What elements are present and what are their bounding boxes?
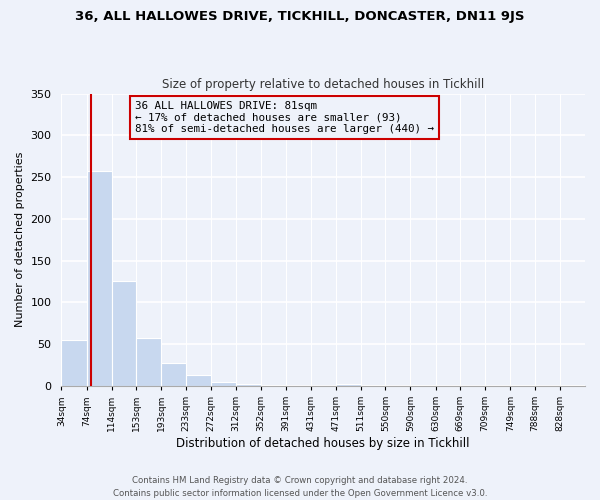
Y-axis label: Number of detached properties: Number of detached properties xyxy=(15,152,25,328)
Bar xyxy=(211,382,236,386)
Bar xyxy=(560,385,585,386)
Bar xyxy=(361,385,385,386)
Text: Contains HM Land Registry data © Crown copyright and database right 2024.
Contai: Contains HM Land Registry data © Crown c… xyxy=(113,476,487,498)
Bar xyxy=(336,384,361,386)
Bar xyxy=(61,340,86,386)
Text: 36, ALL HALLOWES DRIVE, TICKHILL, DONCASTER, DN11 9JS: 36, ALL HALLOWES DRIVE, TICKHILL, DONCAS… xyxy=(75,10,525,23)
Text: 36 ALL HALLOWES DRIVE: 81sqm
← 17% of detached houses are smaller (93)
81% of se: 36 ALL HALLOWES DRIVE: 81sqm ← 17% of de… xyxy=(135,101,434,134)
Bar xyxy=(187,375,211,386)
Bar xyxy=(261,385,286,386)
Bar xyxy=(410,385,436,386)
Bar xyxy=(236,384,261,386)
Title: Size of property relative to detached houses in Tickhill: Size of property relative to detached ho… xyxy=(162,78,484,91)
Bar xyxy=(86,172,112,386)
Bar xyxy=(161,364,187,386)
Bar xyxy=(112,280,136,386)
X-axis label: Distribution of detached houses by size in Tickhill: Distribution of detached houses by size … xyxy=(176,437,470,450)
Bar xyxy=(136,338,161,386)
Bar xyxy=(510,385,535,386)
